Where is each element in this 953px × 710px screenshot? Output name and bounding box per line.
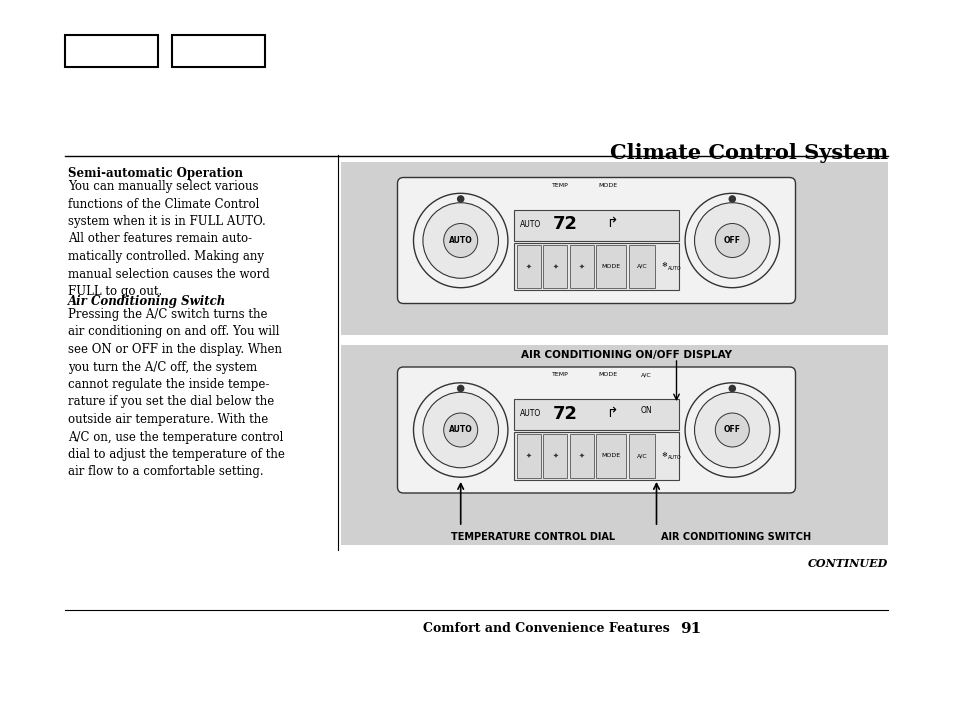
Text: Pressing the A/C switch turns the
air conditioning on and off. You will
see ON o: Pressing the A/C switch turns the air co… [68,308,285,479]
Bar [596,435,625,478]
Text: MODE: MODE [601,264,620,269]
Text: OFF: OFF [723,425,740,435]
Text: AIR CONDITIONING ON/OFF DISPLAY: AIR CONDITIONING ON/OFF DISPLAY [520,350,731,360]
Circle shape [694,203,769,278]
Circle shape [456,385,464,392]
Text: MODE: MODE [601,454,620,459]
Circle shape [456,195,464,203]
Bar [514,243,679,290]
Bar [628,435,655,478]
Text: ✦: ✦ [578,453,584,459]
FancyBboxPatch shape [397,367,795,493]
Text: AUTO: AUTO [519,220,540,229]
Bar [569,245,593,288]
Bar [517,435,540,478]
Text: TEMP: TEMP [551,373,568,378]
Text: OFF: OFF [723,236,740,245]
Text: You can manually select various
functions of the Climate Control
system when it : You can manually select various function… [68,180,270,298]
Bar [543,435,567,478]
Bar [514,432,679,479]
Text: TEMPERATURE CONTROL DIAL: TEMPERATURE CONTROL DIAL [450,532,614,542]
Circle shape [715,413,748,447]
Circle shape [443,224,477,258]
Circle shape [728,195,736,203]
Text: AUTO: AUTO [519,409,540,418]
Text: ✦: ✦ [552,263,558,270]
Bar [65,35,158,67]
Bar [172,35,265,67]
Text: A/C: A/C [640,373,651,378]
Text: AIR CONDITIONING SWITCH: AIR CONDITIONING SWITCH [660,532,811,542]
Circle shape [422,392,497,468]
Text: AUTO: AUTO [448,425,472,435]
Text: ↱: ↱ [605,217,618,230]
Bar [628,245,655,288]
Bar [340,345,887,545]
Text: ✦: ✦ [552,453,558,459]
Text: AUTO: AUTO [667,266,680,271]
Bar [517,245,540,288]
Bar [514,209,679,241]
Text: ❄: ❄ [660,263,667,268]
FancyBboxPatch shape [397,178,795,303]
Text: 72: 72 [552,405,578,422]
Bar [543,245,567,288]
Bar [514,399,679,430]
Circle shape [694,392,769,468]
Text: Semi-automatic Operation: Semi-automatic Operation [68,167,243,180]
Text: 72: 72 [552,215,578,234]
Text: ON: ON [639,406,651,415]
Text: A/C: A/C [636,264,646,269]
Circle shape [443,413,477,447]
Text: AUTO: AUTO [667,455,680,461]
Text: ✦: ✦ [525,263,531,270]
Text: ❄: ❄ [660,452,667,458]
Circle shape [715,224,748,258]
Bar [569,435,593,478]
Text: CONTINUED: CONTINUED [807,558,887,569]
Text: Air Conditioning Switch: Air Conditioning Switch [68,295,226,308]
Text: Climate Control System: Climate Control System [609,143,887,163]
Text: TEMP: TEMP [551,183,568,188]
Text: ✦: ✦ [578,263,584,270]
Text: MODE: MODE [598,373,617,378]
Text: MODE: MODE [598,183,617,188]
Bar [596,245,625,288]
Text: 91: 91 [679,622,700,636]
Text: A/C: A/C [636,454,646,459]
Text: ↱: ↱ [605,406,618,420]
Bar [340,162,887,335]
Circle shape [728,385,736,392]
Text: AUTO: AUTO [448,236,472,245]
Text: Comfort and Convenience Features: Comfort and Convenience Features [423,622,669,635]
Circle shape [422,203,497,278]
Text: ✦: ✦ [525,453,531,459]
